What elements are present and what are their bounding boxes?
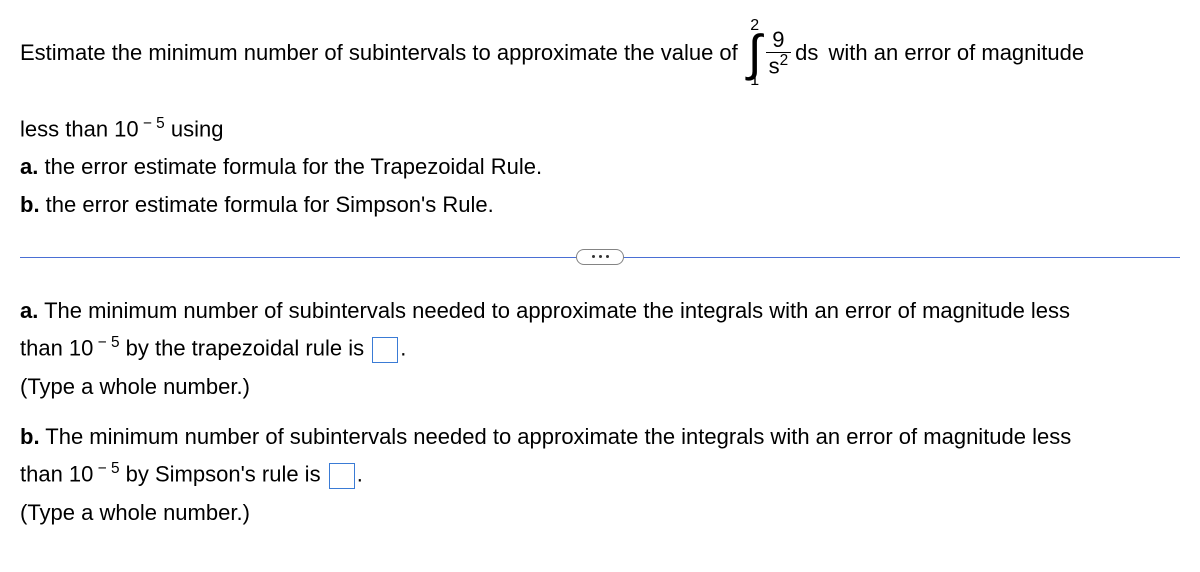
answer-a-hint: (Type a whole number.) xyxy=(20,371,1180,403)
answer-b: b. The minimum number of subintervals ne… xyxy=(20,421,1180,529)
frac-den: s2 xyxy=(766,52,792,79)
frac-num: 9 xyxy=(772,28,784,52)
integral-lower: 1 xyxy=(750,73,759,89)
expand-pill[interactable] xyxy=(576,249,624,265)
answer-a: a. The minimum number of subintervals ne… xyxy=(20,295,1180,403)
question-line-1: Estimate the minimum number of subinterv… xyxy=(20,18,1180,89)
answer-b-input[interactable] xyxy=(329,463,355,489)
answer-a-label: a. xyxy=(20,298,38,323)
integral-expr: 2 ∫ 1 9 s2 ds xyxy=(748,18,819,89)
answer-b-hint: (Type a whole number.) xyxy=(20,497,1180,529)
dot-icon xyxy=(606,255,609,258)
dot-icon xyxy=(592,255,595,258)
section-divider xyxy=(20,249,1180,265)
answer-a-input[interactable] xyxy=(372,337,398,363)
integral-symbol: ∫ xyxy=(748,32,762,75)
question-pre: Estimate the minimum number of subinterv… xyxy=(20,37,744,69)
dot-icon xyxy=(599,255,602,258)
question-line-2: less than 10 − 5 using xyxy=(20,113,1180,145)
integrand-fraction: 9 s2 xyxy=(766,28,792,79)
question-post: with an error of magnitude xyxy=(822,37,1084,69)
answer-b-label: b. xyxy=(20,424,40,449)
differential: ds xyxy=(795,37,818,69)
question-option-a: a. the error estimate formula for the Tr… xyxy=(20,151,1180,183)
question-option-b: b. the error estimate formula for Simpso… xyxy=(20,189,1180,221)
